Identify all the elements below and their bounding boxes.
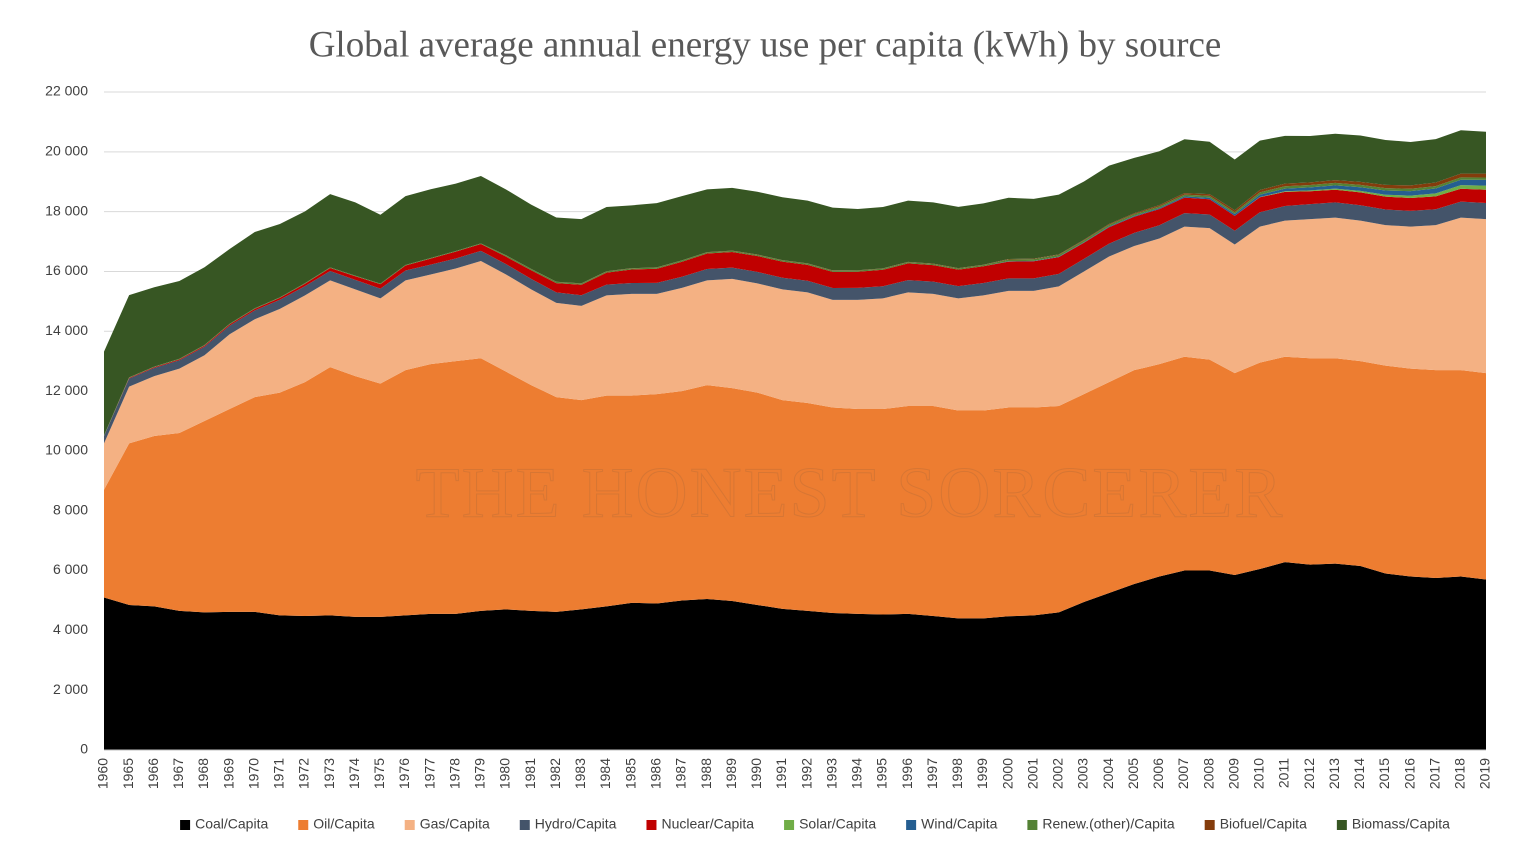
legend-label: Biofuel/Capita xyxy=(1220,816,1307,832)
x-tick-label: 2004 xyxy=(1100,758,1116,789)
legend-swatch xyxy=(1336,820,1347,830)
legend-swatch xyxy=(784,820,795,830)
area xyxy=(104,201,1486,444)
x-tick-label: 1984 xyxy=(597,758,613,789)
x-tick-label: 1991 xyxy=(773,758,789,789)
legend-swatch xyxy=(404,820,415,830)
x-tick-label: 1972 xyxy=(296,758,312,789)
x-tick-label: 2002 xyxy=(1050,758,1066,789)
x-tick-label: 1983 xyxy=(572,758,588,789)
x-tick-label: 1981 xyxy=(522,758,538,789)
legend-swatch xyxy=(1027,820,1038,830)
x-tick-label: 2005 xyxy=(1125,758,1141,789)
x-tick-label: 1968 xyxy=(195,758,211,789)
x-tick-label: 1973 xyxy=(321,758,337,789)
y-tick-label: 18 000 xyxy=(45,202,88,218)
x-tick-label: 2016 xyxy=(1401,758,1417,789)
x-tick-label: 1999 xyxy=(974,758,990,789)
legend-swatch xyxy=(298,820,309,830)
x-tick-label: 2000 xyxy=(999,758,1015,789)
x-tick-label: 2008 xyxy=(1200,758,1216,789)
x-tick-label: 2015 xyxy=(1376,758,1392,789)
legend-swatch xyxy=(519,820,530,830)
area xyxy=(104,562,1486,750)
y-tick-label: 2 000 xyxy=(53,681,88,697)
x-tick-label: 1976 xyxy=(396,758,412,789)
y-tick-label: 12 000 xyxy=(45,382,88,398)
legend-label: Hydro/Capita xyxy=(535,816,617,832)
legend-swatch xyxy=(906,820,917,830)
x-tick-label: 2014 xyxy=(1351,758,1367,789)
y-tick-label: 14 000 xyxy=(45,322,88,338)
x-tick-label: 1965 xyxy=(120,758,136,789)
x-tick-label: 1980 xyxy=(497,758,513,789)
area xyxy=(104,130,1486,436)
x-tick-label: 1979 xyxy=(472,758,488,789)
x-tick-label: 1986 xyxy=(648,758,664,789)
x-tick-label: 2018 xyxy=(1452,758,1468,789)
x-tick-label: 2006 xyxy=(1150,758,1166,789)
x-tick-label: 2001 xyxy=(1024,758,1040,789)
legend-label: Oil/Capita xyxy=(313,816,375,832)
y-tick-label: 22 000 xyxy=(45,83,88,99)
x-tick-label: 1997 xyxy=(924,758,940,789)
x-tick-label: 2017 xyxy=(1426,758,1442,789)
legend-swatch xyxy=(1204,820,1215,830)
x-tick-label: 1985 xyxy=(622,758,638,789)
legend-swatch xyxy=(646,820,657,830)
x-tick-label: 1971 xyxy=(271,758,287,789)
x-tick-label: 1970 xyxy=(245,758,261,789)
x-tick-label: 1960 xyxy=(95,758,111,789)
x-tick-label: 1995 xyxy=(874,758,890,789)
legend-label: Biomass/Capita xyxy=(1352,816,1450,832)
legend-label: Solar/Capita xyxy=(799,816,876,832)
x-tick-label: 1989 xyxy=(723,758,739,789)
x-tick-label: 1990 xyxy=(748,758,764,789)
y-tick-label: 16 000 xyxy=(45,262,88,278)
x-tick-label: 2010 xyxy=(1251,758,1267,789)
x-tick-label: 1977 xyxy=(421,758,437,789)
area xyxy=(104,217,1486,490)
x-tick-label: 1966 xyxy=(145,758,161,789)
x-tick-label: 1988 xyxy=(698,758,714,789)
chart-title: Global average annual energy use per cap… xyxy=(309,24,1222,65)
watermark: THE HONEST SORCERER xyxy=(416,453,1285,533)
x-tick-label: 1974 xyxy=(346,758,362,789)
legend-label: Wind/Capita xyxy=(921,816,997,832)
x-tick-label: 1994 xyxy=(849,758,865,789)
y-tick-label: 10 000 xyxy=(45,442,88,458)
x-tick-label: 1967 xyxy=(170,758,186,789)
legend-label: Coal/Capita xyxy=(195,816,268,832)
legend-swatch xyxy=(180,820,191,830)
y-tick-label: 6 000 xyxy=(53,561,88,577)
legend-label: Gas/Capita xyxy=(420,816,490,832)
x-tick-label: 1969 xyxy=(220,758,236,789)
x-tick-label: 1996 xyxy=(899,758,915,789)
x-tick-label: 2012 xyxy=(1301,758,1317,789)
x-tick-label: 2011 xyxy=(1276,758,1292,788)
y-tick-label: 20 000 xyxy=(45,143,88,159)
legend-label: Renew.(other)/Capita xyxy=(1042,816,1175,832)
x-tick-label: 1998 xyxy=(949,758,965,789)
x-tick-label: 1978 xyxy=(446,758,462,789)
x-tick-label: 2019 xyxy=(1477,758,1493,789)
area xyxy=(104,356,1486,619)
x-tick-label: 1993 xyxy=(823,758,839,789)
x-tick-label: 2003 xyxy=(1075,758,1091,789)
y-tick-label: 4 000 xyxy=(53,621,88,637)
x-tick-label: 1982 xyxy=(547,758,563,789)
x-tick-label: 1992 xyxy=(798,758,814,789)
y-tick-label: 0 xyxy=(80,741,88,757)
legend-label: Nuclear/Capita xyxy=(661,816,754,832)
x-tick-label: 1975 xyxy=(371,758,387,789)
x-tick-label: 2009 xyxy=(1225,758,1241,789)
x-tick-label: 2013 xyxy=(1326,758,1342,789)
y-tick-label: 8 000 xyxy=(53,501,88,517)
x-tick-label: 1987 xyxy=(673,758,689,789)
x-tick-label: 2007 xyxy=(1175,758,1191,789)
